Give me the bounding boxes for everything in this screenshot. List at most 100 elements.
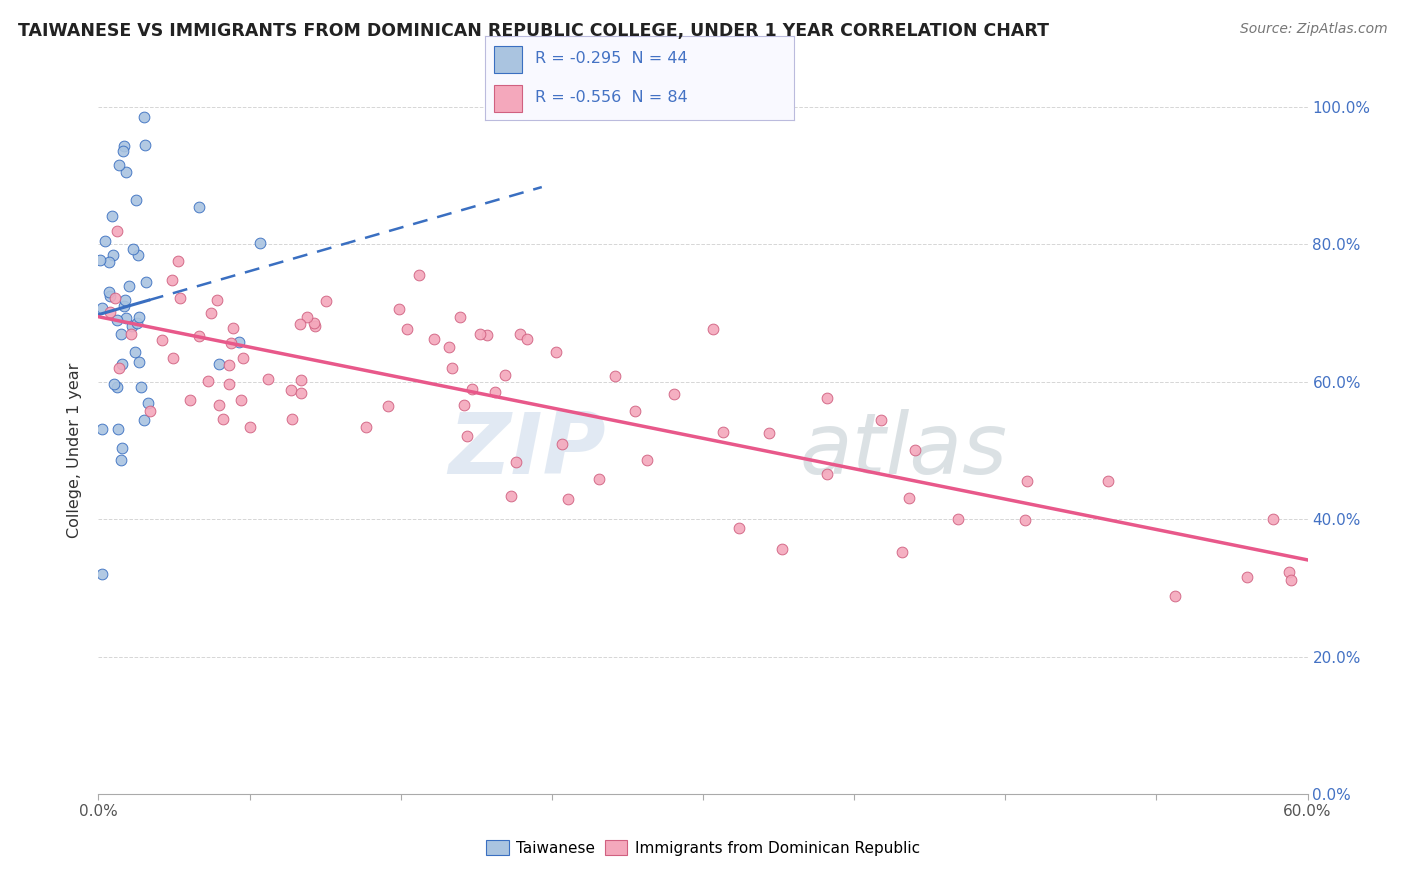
Point [218, 358, 240, 372]
Text: Source: ZipAtlas.com: Source: ZipAtlas.com [1240, 22, 1388, 37]
Point [124, 345, 146, 359]
Point [636, 452, 658, 467]
Point [134, 413, 156, 427]
Point [134, 138, 156, 153]
Point [127, 316, 149, 330]
Point [112, 139, 135, 153]
Point [302, 316, 325, 330]
Point [152, 333, 174, 347]
Point [460, 382, 482, 396]
Point [280, 412, 302, 426]
Point [456, 429, 478, 443]
Point [728, 521, 751, 535]
Point [1014, 513, 1036, 527]
Point [205, 293, 228, 307]
Point [128, 354, 150, 368]
Point [408, 268, 430, 282]
Point [315, 293, 337, 308]
Point [228, 334, 250, 349]
Point [1281, 573, 1303, 587]
Point [103, 377, 125, 392]
Point [97, 285, 120, 300]
Point [101, 247, 124, 261]
Point [290, 385, 312, 400]
Point [120, 326, 142, 341]
Point [111, 441, 134, 455]
Point [221, 335, 243, 350]
Point [110, 453, 132, 467]
Point [107, 158, 129, 172]
Point [91, 567, 114, 582]
Point [256, 372, 278, 386]
Point [499, 490, 522, 504]
Point [815, 467, 838, 481]
Point [516, 332, 538, 346]
Point [98, 288, 121, 302]
Point [208, 357, 231, 371]
Point [422, 332, 444, 346]
Point [91, 301, 114, 315]
Point [395, 321, 418, 335]
Point [1236, 569, 1258, 583]
Point [134, 110, 156, 124]
Point [107, 422, 129, 436]
Point [136, 396, 159, 410]
Point [505, 455, 527, 469]
Point [114, 293, 136, 307]
Point [1164, 590, 1187, 604]
Point [770, 542, 793, 557]
Point [114, 165, 136, 179]
Point [89, 252, 111, 267]
Point [544, 345, 567, 359]
Point [212, 412, 235, 426]
Point [127, 248, 149, 262]
Point [508, 326, 530, 341]
Point [388, 301, 411, 316]
Point [588, 472, 610, 486]
Point [104, 292, 127, 306]
Point [280, 383, 302, 397]
Point [188, 329, 211, 343]
Point [603, 369, 626, 384]
Point [437, 340, 460, 354]
Point [468, 327, 491, 342]
Point [869, 413, 891, 427]
Point [441, 360, 464, 375]
FancyBboxPatch shape [495, 85, 522, 112]
Point [711, 425, 734, 439]
Point [162, 351, 184, 366]
Point [551, 436, 574, 450]
Text: R = -0.295  N = 44: R = -0.295 N = 44 [534, 51, 688, 66]
Point [904, 442, 927, 457]
Point [232, 351, 254, 365]
Point [188, 200, 211, 214]
FancyBboxPatch shape [495, 45, 522, 73]
Point [160, 273, 183, 287]
Point [105, 313, 128, 327]
Point [249, 235, 271, 250]
Point [179, 392, 201, 407]
Text: R = -0.556  N = 84: R = -0.556 N = 84 [534, 90, 688, 105]
Point [758, 425, 780, 440]
Point [139, 404, 162, 418]
Point [221, 321, 243, 335]
Point [118, 278, 141, 293]
Point [98, 305, 121, 319]
Point [197, 375, 219, 389]
Point [624, 403, 647, 417]
Point [557, 491, 579, 506]
Point [98, 255, 121, 269]
Point [111, 358, 134, 372]
Point [239, 420, 262, 434]
Point [1277, 565, 1299, 579]
Point [356, 420, 378, 434]
Point [90, 422, 112, 436]
Point [108, 361, 131, 376]
Point [484, 384, 506, 399]
Point [112, 300, 135, 314]
Legend: Taiwanese, Immigrants from Dominican Republic: Taiwanese, Immigrants from Dominican Rep… [479, 834, 927, 862]
Point [494, 368, 516, 383]
Point [101, 210, 124, 224]
Point [477, 328, 499, 343]
Point [377, 399, 399, 413]
